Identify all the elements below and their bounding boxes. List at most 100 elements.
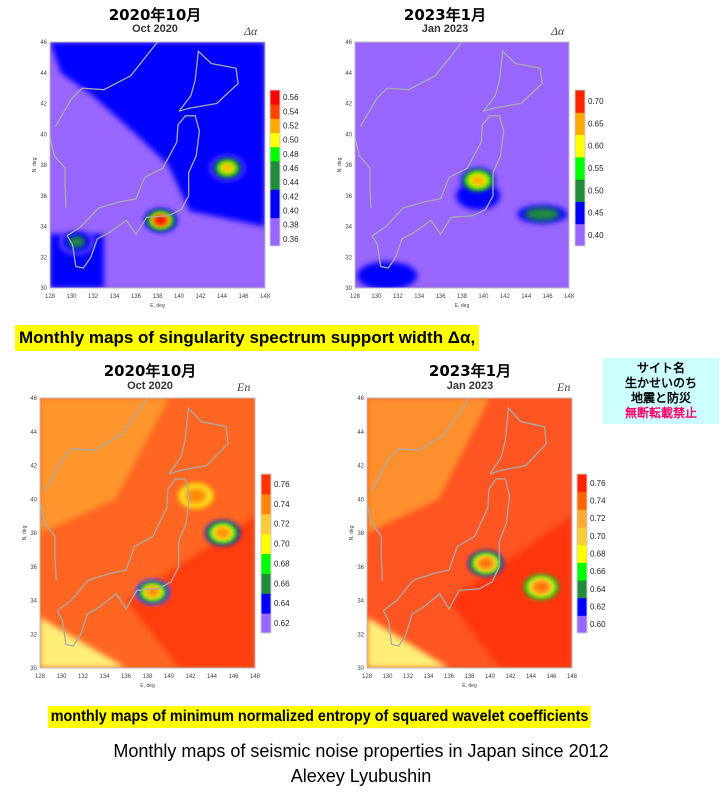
colorbar-tick-label: 0.48 [283,150,299,159]
colorbar-tick-label: 0.50 [588,186,604,195]
x-tick-label: 134 [99,674,110,680]
colorbar-tick-label: 0.40 [283,207,299,216]
colorbar-tick-label: 0.64 [590,585,606,594]
colorbar-segment [577,544,587,563]
map-frame [39,397,256,669]
x-axis-label: E, deg [150,303,165,309]
x-tick-label: 146 [228,674,239,680]
colorbar-tick-label: 0.70 [274,540,290,549]
title-1: Oct 2020 [132,23,178,35]
y-tick-label: 46 [345,40,352,46]
colorbar-tick-label: 0.76 [590,479,606,488]
region-red [126,516,255,668]
colorbar-segment [270,231,280,247]
y-tick-label: 36 [357,565,364,571]
colorbar-segment [575,223,585,247]
map-frame [354,41,570,289]
y-tick-label: 42 [345,102,352,108]
anomaly-contour [470,175,486,186]
x-tick-label: 138 [457,294,468,300]
region-blue [50,42,265,227]
y-tick-label: 42 [30,464,37,470]
symbol-3: En [237,380,251,394]
coastline [359,42,463,127]
colorbar-tick-label: 0.74 [590,497,606,506]
colorbar-tick-label: 0.45 [588,209,604,218]
colorbar-frame [574,89,586,247]
coastline [367,502,384,581]
colorbar-tick-label: 0.54 [283,107,299,116]
anomaly-contour [155,216,167,225]
x-tick-label: 132 [393,294,404,300]
coastline [178,49,239,112]
y-tick-label: 34 [345,225,352,231]
x-tick-label: 128 [350,294,361,300]
map-field [50,42,265,288]
region-orange [367,398,490,533]
y-tick-label: 40 [345,132,352,138]
colorbar-segment [577,509,587,528]
colorbar-frame [269,89,281,247]
symbol-4: En [557,380,571,394]
colorbar-frame [260,473,272,634]
symbol-1: Δα [244,24,258,38]
x-tick-label: 132 [78,674,89,680]
map-field [40,398,255,668]
x-tick-label: 136 [121,674,132,680]
heatmap-3: 128 130 132 134 136 138 140 142 144 146 148 30 32 34 3… [22,396,290,689]
colorbar-segment [261,493,271,515]
map-field [367,398,572,668]
colorbar-tick-label: 0.40 [588,231,604,240]
anomaly-contour [221,163,234,173]
x-tick-label: 138 [464,674,475,680]
y-tick-label: 36 [345,194,352,200]
colorbar-segment [261,613,271,634]
colorbar-tick-label: 0.36 [283,235,299,244]
colorbar-tick-label: 0.38 [283,221,299,230]
heatmap-2: 128 130 132 134 136 138 140 142 144 146 148 30 32 34 3… [337,40,604,309]
title-4: Jan 2023 [446,380,494,392]
y-tick-label: 42 [40,102,47,108]
colorbar-segment [270,160,280,176]
colorbar-segment [261,533,271,554]
symbol-2: Δα [551,24,565,38]
coastline [371,115,505,269]
colorbar-tick-label: 0.72 [590,514,606,523]
colorbar-tick-label: 0.65 [588,119,604,128]
y-tick-label: 34 [357,599,364,605]
coastline [168,406,229,475]
x-tick-label: 128 [35,674,46,680]
x-tick-label: 142 [500,294,511,300]
y-tick-label: 44 [30,430,37,436]
coastline [54,42,159,127]
coastline [382,478,511,647]
y-axis-label: N, deg [22,525,28,540]
colorbar-segment [577,474,587,493]
x-tick-label: 134 [414,294,425,300]
colorbar-tick-label: 0.62 [590,603,606,612]
x-tick-label: 136 [131,294,142,300]
y-tick-label: 32 [40,255,47,261]
y-tick-label: 46 [357,396,364,402]
colorbar-segment [577,597,587,616]
coastline [355,137,372,209]
colorbar-segment [575,156,585,180]
y-tick-label: 30 [345,286,352,292]
coastline [56,478,191,647]
colorbar-segment [575,179,585,202]
colorbar-segment [577,580,587,599]
y-tick-label: 44 [357,430,364,436]
anomaly-contour [534,582,549,592]
x-tick-label: 142 [505,674,516,680]
colorbar-tick-label: 0.56 [283,93,299,102]
colorbar-segment [577,562,587,581]
y-tick-label: 38 [345,163,352,169]
y-tick-label: 38 [357,531,364,537]
x-tick-label: 138 [142,674,153,680]
x-tick-label: 148 [567,674,578,680]
map-frame [366,397,573,669]
y-tick-label: 38 [40,163,47,169]
coastline [482,49,543,112]
heading-2: 2023年1月 [403,6,487,24]
y-tick-label: 36 [40,194,47,200]
